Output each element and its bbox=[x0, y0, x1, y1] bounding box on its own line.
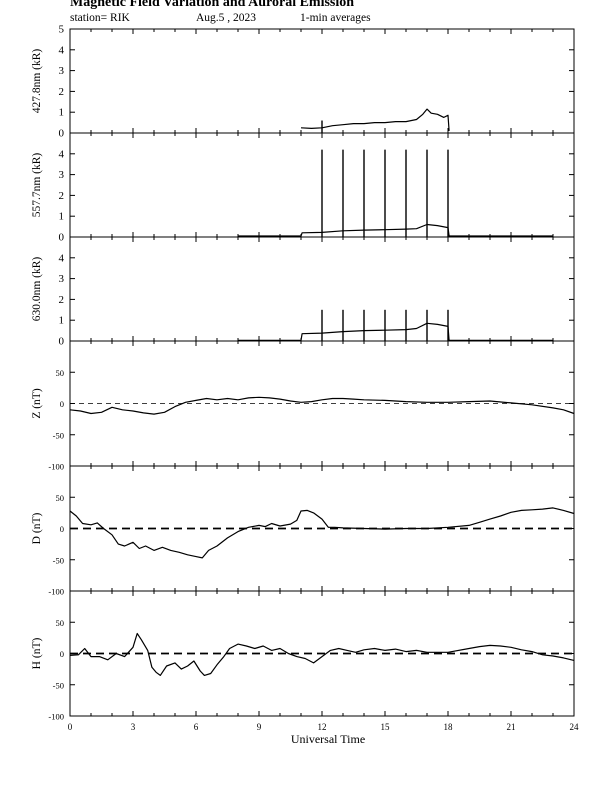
y-tick-label: 0 bbox=[60, 524, 64, 534]
y-tick-label: 0 bbox=[60, 649, 64, 659]
series-line bbox=[69, 396, 575, 415]
y-tick-label: 2 bbox=[59, 294, 65, 306]
y-tick-label: 0 bbox=[59, 232, 65, 244]
y-tick-label: -100 bbox=[48, 587, 64, 597]
x-tick-label: 24 bbox=[570, 722, 580, 732]
y-tick-label: 4 bbox=[59, 148, 65, 160]
y-axis-label: 427.8nm (kR) bbox=[31, 49, 43, 114]
y-tick-label: 2 bbox=[59, 190, 65, 202]
panel-3: -100 -50 0 50 Z (nT) bbox=[31, 340, 575, 472]
y-axis-label: Z (nT) bbox=[31, 388, 43, 419]
y-tick-label: 3 bbox=[59, 65, 65, 77]
y-axis-label: 557.7nm (kR) bbox=[31, 153, 43, 218]
x-tick-label: 0 bbox=[68, 722, 73, 732]
y-axis-label: D (nT) bbox=[31, 513, 43, 545]
y-tick-label: 50 bbox=[56, 618, 65, 628]
y-tick-label: -50 bbox=[53, 430, 64, 440]
y-axis-label: 630.0nm (kR) bbox=[31, 257, 43, 322]
y-tick-label: 1 bbox=[59, 211, 65, 223]
y-tick-label: -100 bbox=[48, 712, 64, 722]
averaging-label: 1-min averages bbox=[300, 12, 371, 24]
date-label: Aug.5 , 2023 bbox=[196, 12, 257, 24]
y-tick-label: 1 bbox=[59, 107, 65, 119]
panel-frame bbox=[69, 28, 575, 134]
x-tick-label: 9 bbox=[257, 722, 262, 732]
y-tick-label: -100 bbox=[48, 462, 64, 472]
y-tick-label: 3 bbox=[59, 273, 65, 285]
x-tick-label: 6 bbox=[194, 722, 199, 732]
y-tick-label: 0 bbox=[60, 399, 64, 409]
x-tick-label: 12 bbox=[318, 722, 327, 732]
panel-1: 0 1 2 3 4 557.7nm (kR) bbox=[31, 132, 575, 244]
panel-2: 0 1 2 3 4 630.0nm (kR) bbox=[31, 236, 575, 348]
x-axis-label: Universal Time bbox=[291, 732, 365, 746]
x-tick-label: 3 bbox=[131, 722, 136, 732]
chart-header: Magnetic Field Variation and Auroral Emi… bbox=[0, 0, 612, 30]
series-line bbox=[238, 322, 553, 341]
series-line bbox=[300, 108, 450, 131]
y-tick-label: -50 bbox=[53, 555, 64, 565]
series-line bbox=[238, 223, 553, 237]
panel-5: -100 -50 0 50 H (nT) bbox=[31, 590, 575, 722]
x-tick-label: 18 bbox=[444, 722, 454, 732]
y-tick-label: 5 bbox=[59, 24, 65, 36]
y-tick-label: 4 bbox=[59, 44, 65, 56]
y-tick-label: 50 bbox=[56, 368, 65, 378]
y-tick-label: 0 bbox=[59, 128, 65, 140]
panel-0: 0 1 2 3 4 5 427.8nm (kR) bbox=[31, 24, 575, 140]
station-label: station= RIK bbox=[70, 12, 130, 24]
series-line bbox=[69, 632, 575, 676]
y-tick-label: 0 bbox=[59, 336, 65, 348]
y-tick-label: -50 bbox=[53, 680, 64, 690]
y-tick-label: 4 bbox=[59, 252, 65, 264]
y-axis-label: H (nT) bbox=[31, 638, 43, 670]
series-line bbox=[69, 507, 575, 559]
panel-4: -100 -50 0 50 D (nT) bbox=[31, 465, 575, 597]
x-tick-label: 21 bbox=[507, 722, 516, 732]
y-tick-label: 2 bbox=[59, 86, 65, 98]
y-tick-label: 1 bbox=[59, 315, 65, 327]
y-tick-label: 50 bbox=[56, 493, 65, 503]
x-tick-label: 15 bbox=[381, 722, 391, 732]
y-tick-label: 3 bbox=[59, 169, 65, 181]
chart-title: Magnetic Field Variation and Auroral Emi… bbox=[70, 0, 355, 10]
